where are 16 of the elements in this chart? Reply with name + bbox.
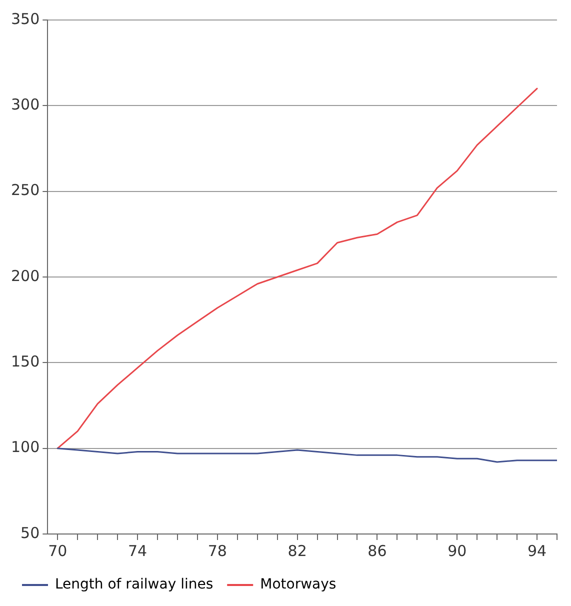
y-tick-label: 100 bbox=[10, 438, 40, 456]
x-tick-label: 82 bbox=[288, 542, 307, 560]
y-tick-label: 300 bbox=[10, 96, 40, 114]
x-tick-label: 70 bbox=[48, 542, 68, 560]
x-tick-label: 90 bbox=[448, 542, 467, 560]
y-tick-label: 50 bbox=[20, 524, 40, 542]
y-tick-label: 250 bbox=[10, 181, 40, 200]
y-tick-label: 350 bbox=[10, 10, 40, 28]
legend-label: Motorways bbox=[260, 576, 336, 593]
x-tick-label: 86 bbox=[368, 542, 387, 560]
y-tick-label: 150 bbox=[10, 352, 40, 371]
y-tick-label: 200 bbox=[10, 266, 40, 285]
legend-label: Length of railway lines bbox=[55, 576, 214, 593]
x-tick-label: 74 bbox=[128, 542, 148, 560]
x-tick-label: 94 bbox=[527, 542, 547, 560]
x-tick-label: 78 bbox=[208, 542, 227, 560]
